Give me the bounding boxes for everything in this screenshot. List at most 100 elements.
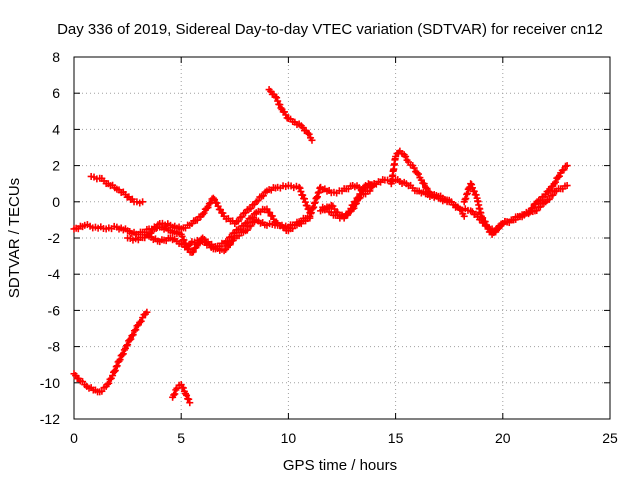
band-lower-point xyxy=(222,245,230,253)
arc-high-point xyxy=(272,93,280,101)
y-tick-label: 4 xyxy=(52,121,60,137)
loop-12-14-point xyxy=(354,193,362,201)
peak-15-point xyxy=(424,188,432,196)
arc-low-mid-point xyxy=(186,399,194,407)
arc-high-point xyxy=(308,136,316,144)
arc-high-point xyxy=(276,101,284,109)
tail-19-23-point xyxy=(462,194,470,202)
arc-low-early-point xyxy=(98,387,106,395)
arc-low-early-point xyxy=(105,379,113,387)
peak-15-point xyxy=(414,170,422,178)
band-main-point xyxy=(268,212,276,220)
y-axis-ticks: -12 -10 -8 -6 -4 -2 0 2 4 6 8 xyxy=(40,49,610,427)
y-tick-label: 8 xyxy=(52,49,60,65)
arc-low-early-point xyxy=(124,341,132,349)
grid-lines xyxy=(74,57,610,419)
band-upper-point xyxy=(203,204,211,212)
peak-15-point xyxy=(410,164,418,172)
band-upper-point xyxy=(300,195,308,203)
x-tick-label: 15 xyxy=(388,430,404,446)
band-upper-point xyxy=(305,205,313,213)
arc-low-early-point xyxy=(123,342,131,350)
band-lower-point xyxy=(192,244,200,252)
band-upper-point xyxy=(301,198,309,206)
band-upper-point xyxy=(234,217,242,225)
band-upper-point xyxy=(247,204,255,212)
peak-15-point xyxy=(402,153,410,161)
loop-12-14-point xyxy=(356,190,364,198)
band-main-point xyxy=(563,182,571,190)
arc-low-early-point xyxy=(143,308,151,316)
tail-19-23-point xyxy=(555,172,563,180)
loop-12-14-point xyxy=(362,182,370,190)
y-tick-label: -6 xyxy=(48,302,61,318)
band-upper-point xyxy=(297,188,305,196)
x-axis-label: GPS time / hours xyxy=(283,457,397,474)
tail-19-23-point xyxy=(468,181,476,189)
y-axis-label: SDTVAR / TECUs xyxy=(6,178,23,298)
y-tick-label: -10 xyxy=(40,375,60,391)
tail-19-23-point xyxy=(470,187,478,195)
x-tick-label: 5 xyxy=(177,430,185,446)
band-upper-point xyxy=(219,209,227,217)
tail-19-23-point xyxy=(472,191,480,199)
chart-title: Day 336 of 2019, Sidereal Day-to-day VTE… xyxy=(57,21,603,38)
band-upper-point xyxy=(209,194,217,202)
arc-low-early-point xyxy=(113,362,121,370)
y-tick-label: 6 xyxy=(52,85,60,101)
loop-12-14-point xyxy=(366,187,374,195)
band-main-point xyxy=(178,232,186,240)
band-upper-point xyxy=(254,197,262,205)
loop-12-14-point xyxy=(348,201,356,209)
arc-low-early-point xyxy=(106,375,114,383)
arc-high-point xyxy=(274,97,282,105)
band-upper-point xyxy=(299,191,307,199)
arc-high-point xyxy=(304,129,312,137)
peak-15-point xyxy=(413,169,421,177)
arc-low-early-point xyxy=(128,332,136,340)
tail-19-23-point xyxy=(560,166,568,174)
peak-15-point xyxy=(456,205,464,213)
band-lower-point xyxy=(196,239,204,247)
loop-12-14-point xyxy=(360,183,368,191)
tail-19-23-point xyxy=(467,180,475,188)
arc-low-early-point xyxy=(129,331,137,339)
y-tick-label: 0 xyxy=(52,194,60,210)
tail-19-23-point xyxy=(481,218,489,226)
tail-19-23-point xyxy=(463,189,471,197)
y-tick-label: -8 xyxy=(48,339,61,355)
tail-19-23-point xyxy=(546,186,554,194)
arc-low-early-point xyxy=(137,317,145,325)
arc-low-mid-point xyxy=(171,390,179,398)
tail-19-23-point xyxy=(529,204,537,212)
y-tick-label: -12 xyxy=(40,411,60,427)
peak-15-point xyxy=(460,212,468,220)
loop-12-14-point xyxy=(351,198,359,206)
arc-high-point xyxy=(277,104,285,112)
arc-low-early-point xyxy=(118,351,126,359)
y-tick-label: 2 xyxy=(52,158,60,174)
peak-15-point xyxy=(422,183,430,191)
arc-low-early-point xyxy=(103,380,111,388)
band-upper-point xyxy=(259,192,267,200)
arc-low-mid-point xyxy=(170,391,178,399)
arc-low-early-point xyxy=(132,326,140,334)
loop-12-14-point xyxy=(319,203,327,211)
band-upper-point xyxy=(205,200,213,208)
tail-19-23-point xyxy=(479,214,487,222)
band-lower-point xyxy=(306,214,314,222)
band-upper-point xyxy=(238,213,246,221)
arc-low-early-point xyxy=(116,356,124,364)
arc-early-upper-point xyxy=(139,198,147,206)
arc-low-early-point xyxy=(112,363,120,371)
band-upper-point xyxy=(213,199,221,207)
x-tick-label: 0 xyxy=(70,430,78,446)
arc-low-early-point xyxy=(126,336,134,344)
arc-low-mid-point xyxy=(185,395,193,403)
arc-low-early-point xyxy=(119,350,127,358)
band-lower-point xyxy=(189,248,197,256)
tail-19-23-point xyxy=(552,178,560,186)
loop-12-14-point xyxy=(347,205,355,213)
band-upper-point xyxy=(152,224,160,232)
